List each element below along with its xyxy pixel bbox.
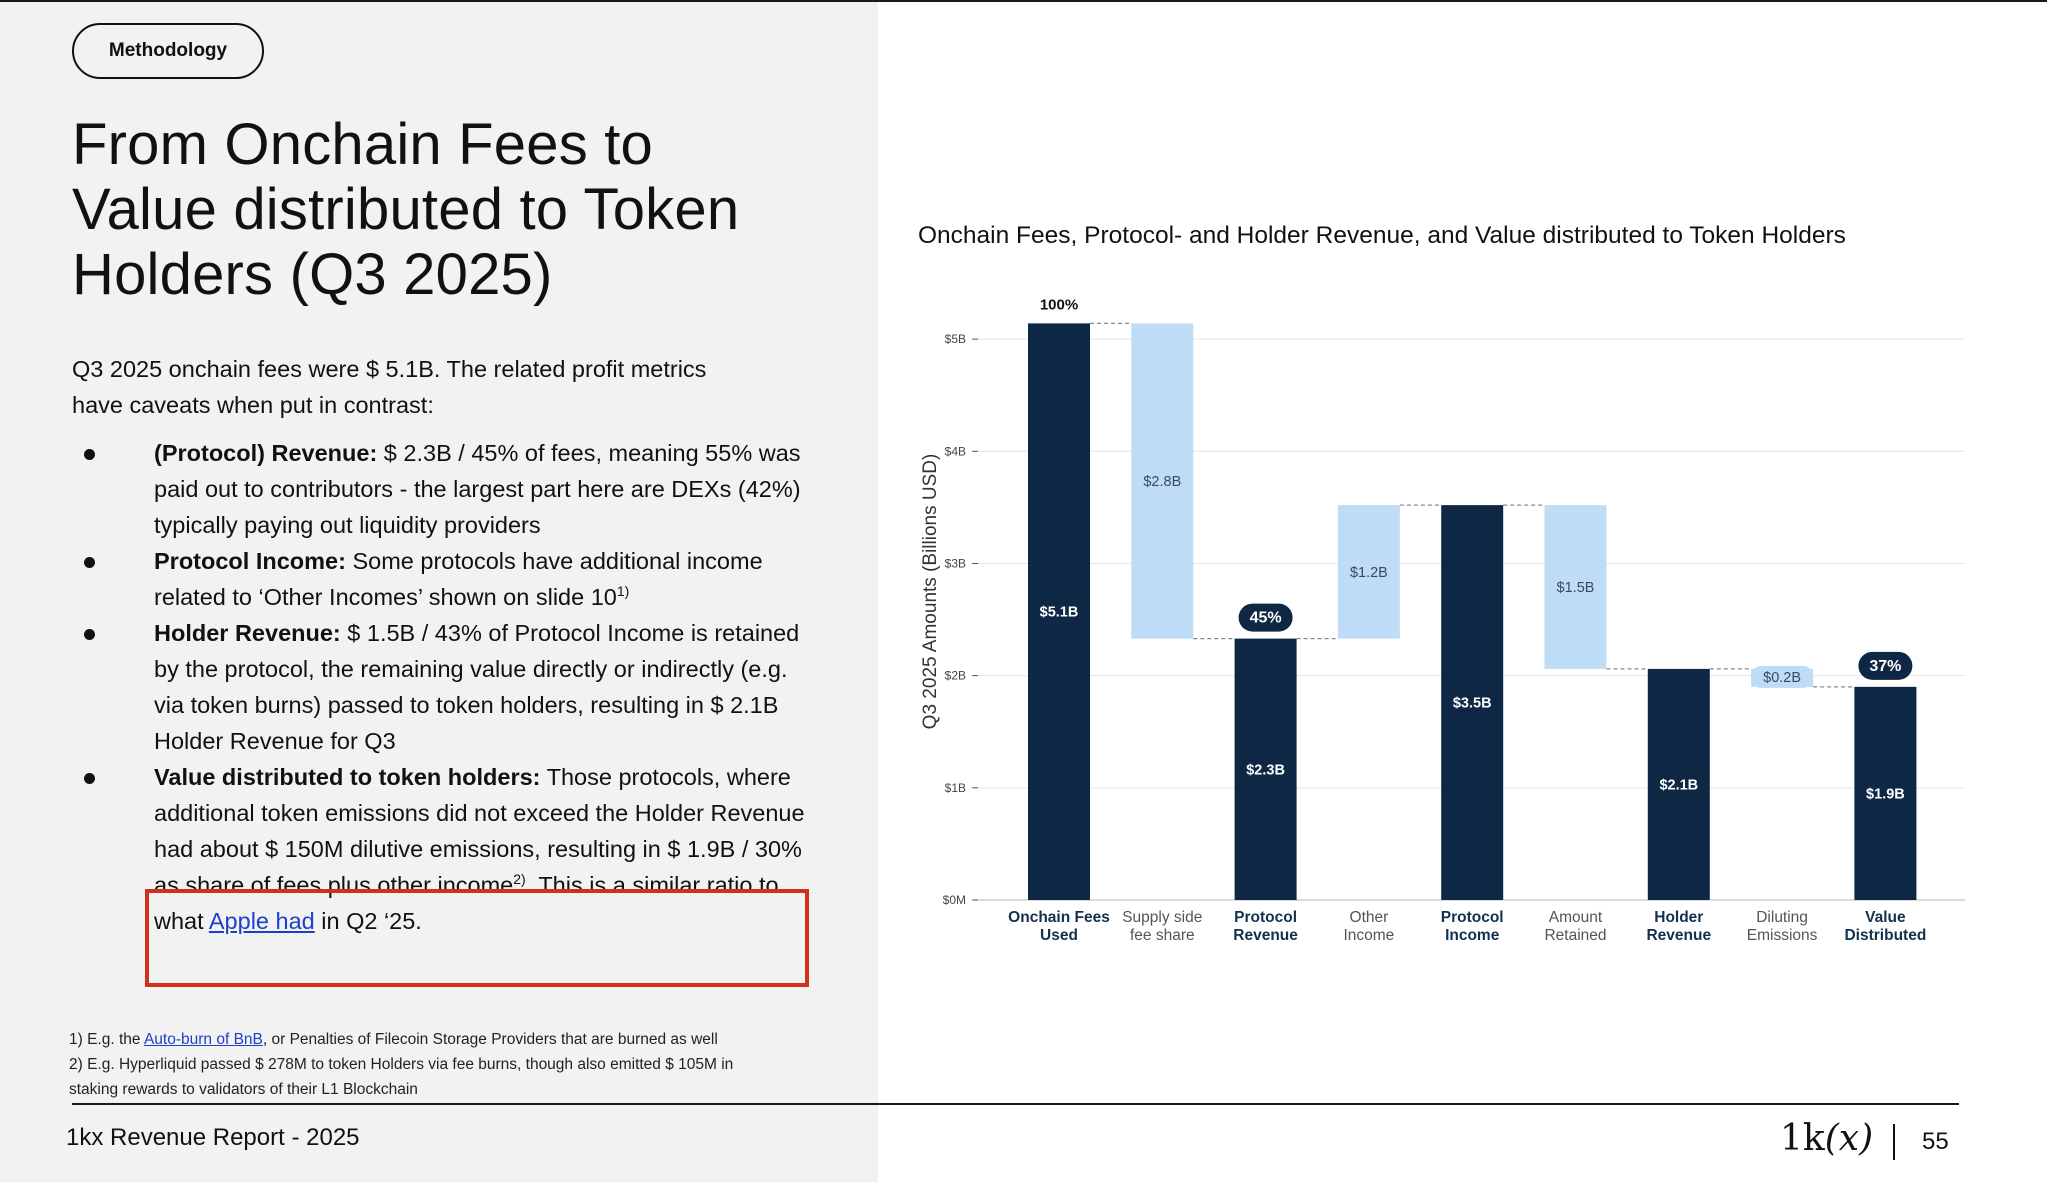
x-category-label: Onchain Fees [1008,909,1110,926]
x-category-label: Distributed [1844,927,1926,944]
x-category-label: Used [1040,927,1078,944]
percent-annotation: 100% [1040,296,1078,313]
report-name: 1kx Revenue Report - 2025 [66,1124,360,1151]
percent-badge-label: 37% [1869,658,1901,675]
page-number: 55 [1922,1128,1949,1155]
percent-badge [1238,603,1293,632]
bar-value-label: $1.5B [1557,580,1595,596]
bullet-text: $ 2.3B / 45% of fees, meaning 55% was pa… [154,440,801,538]
waterfall-chart: $0M $1B $2B $3B $4B $5B Q3 2025 Amounts (Billi… [920,296,1965,944]
intro-line: have caveats when put in contrast: [72,392,434,418]
y-axis-label: Q3 2025 Amounts (Billions USD) [920,454,941,730]
bullet-text: . This is a similar ratio to what [154,872,779,934]
bar-value-label: $0.2B [1763,670,1801,686]
bar-value-label: $2.1B [1659,777,1698,793]
intro-line: Q3 2025 onchain fees were $ 5.1B. The re… [72,356,707,382]
bar-3 [1234,638,1297,900]
title-line: From Onchain Fees to [72,112,653,177]
x-category-label: Protocol [1234,909,1297,926]
bar-1 [1028,323,1090,900]
chart-title: Onchain Fees, Protocol- and Holder Reven… [918,222,1846,249]
footnote-ref: 1) [616,583,630,600]
percent-badge [1858,651,1913,680]
logo-italic: (x) [1824,1118,1874,1159]
footer-rule [72,1103,1959,1105]
bar-value-label: $1.2B [1350,565,1388,581]
title-line: Value distributed to Token [72,177,740,242]
bullet-heading: (Protocol) Revenue: [154,440,378,466]
footnotes: 1) E.g. the Auto-burn of BnB, or Penalti… [69,1027,859,1102]
x-category-label: Revenue [1646,927,1711,944]
bullet-dot-icon [84,449,95,460]
bar-2 [1131,323,1194,639]
brand-logo: 1k(x) [1780,1118,1873,1159]
bullet-dot-icon [84,629,95,640]
y-tick-label: $3B [945,556,966,570]
footnote-text: 1) E.g. the [69,1031,144,1048]
bar-value-label: $3.5B [1453,696,1492,712]
x-category-label: Diluting [1756,909,1808,926]
x-category-label: Other [1350,909,1389,926]
bullet-text: in Q2 ‘25. [314,908,422,934]
bnb-burn-link[interactable]: Auto-burn of BnB [143,1031,263,1048]
footnote-2: 2) E.g. Hyperliquid passed $ 278M to tok… [69,1056,734,1073]
footer-separator [1893,1124,1895,1160]
x-category-label: Value [1865,909,1906,926]
x-category-label: Revenue [1233,927,1298,944]
x-category-label: Protocol [1441,909,1504,926]
bullet-text: Some protocols have additional income re… [154,548,763,610]
x-category-label: Income [1343,927,1394,944]
highlight-box [145,889,809,987]
bar-6 [1544,505,1607,669]
y-tick-label: $1B [945,781,966,795]
bar-4 [1337,505,1400,639]
footnote-text: , or Penalties of Filecoin Storage Provi… [262,1031,718,1048]
bar-5 [1441,505,1504,900]
bullet-dot-icon [84,557,95,568]
footnote-ref: 2) [513,871,526,888]
bullet-holder-revenue: Holder Revenue: $ 1.5B / 43% of Protocol… [72,615,812,759]
footnote-2-cont: staking rewards to validators of their L… [69,1081,418,1098]
bullet-heading: Protocol Income: [154,548,346,574]
bullet-heading: Value distributed to token holders: [154,764,541,790]
bullet-text: Those protocols, where additional token … [154,764,805,898]
bar-value-label: $2.3B [1246,762,1285,778]
bullet-dot-icon [84,773,95,784]
bullet-heading: Holder Revenue: [154,620,341,646]
bullet-list: (Protocol) Revenue: $ 2.3B / 45% of fees… [72,435,812,939]
bar-9 [1854,686,1917,900]
intro-paragraph: Q3 2025 onchain fees were $ 5.1B. The re… [72,351,812,423]
y-tick-label: $2B [945,669,966,683]
bullet-value-distributed: Value distributed to token holders: Thos… [72,759,812,939]
page-title: From Onchain Fees to Value distributed t… [72,112,852,307]
bullet-text: $ 1.5B / 43% of Protocol Income is retai… [154,620,800,754]
x-category-label: Supply side [1122,909,1202,926]
apple-link[interactable]: Apple had [208,908,315,934]
logo-text: 1k [1780,1118,1825,1159]
bullet-protocol-income: Protocol Income: Some protocols have add… [72,543,812,615]
bullet-protocol-revenue: (Protocol) Revenue: $ 2.3B / 45% of fees… [72,435,812,543]
section-label-pill: Methodology [72,23,264,79]
bar-value-label: $1.9B [1866,786,1905,802]
y-tick-label: $0M [943,893,966,907]
value-label-pill [1751,665,1814,688]
title-line: Holders (Q3 2025) [72,242,553,307]
x-category-label: Income [1445,927,1500,944]
y-tick-label: $4B [945,444,966,458]
bar-value-label: $5.1B [1040,605,1079,621]
bar-7 [1647,668,1710,900]
footnote-1: 1) E.g. the Auto-burn of BnB, or Penalti… [69,1027,859,1052]
top-rule [0,0,2047,2]
x-category-label: fee share [1130,927,1195,944]
x-category-label: Holder [1654,909,1703,926]
x-category-label: Emissions [1747,927,1818,944]
x-category-label: Amount [1549,909,1603,926]
bar-value-label: $2.8B [1143,474,1181,490]
percent-badge-label: 45% [1250,610,1282,627]
y-tick-label: $5B [945,332,966,346]
x-category-label: Retained [1544,927,1606,944]
